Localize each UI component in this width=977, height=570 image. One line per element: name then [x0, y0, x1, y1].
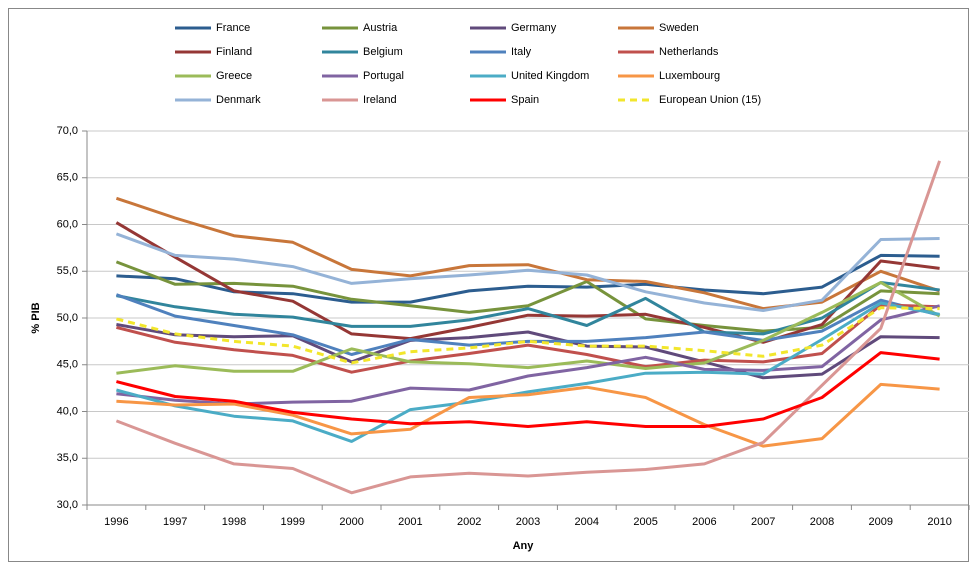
series-line [116, 253, 940, 304]
series-line [115, 232, 940, 312]
y-tick-label: 45,0 [57, 359, 78, 371]
legend-label: France [216, 22, 250, 34]
x-tick-label: 1998 [222, 516, 246, 528]
series-line [116, 323, 940, 380]
series-line [115, 293, 940, 356]
legend-label: Belgium [363, 46, 403, 58]
legend-label: Greece [216, 70, 252, 82]
legend-label: Germany [511, 22, 557, 34]
y-axis-label: % PIB [30, 302, 42, 333]
series-line [116, 281, 941, 375]
legend-label: Ireland [363, 94, 397, 106]
series-line [115, 221, 940, 344]
y-tick-label: 40,0 [57, 405, 78, 417]
y-tick-label: 30,0 [57, 499, 78, 511]
y-tick-label: 70,0 [57, 125, 78, 137]
y-tick-label: 35,0 [57, 452, 78, 464]
x-axis-label: Any [513, 540, 535, 552]
x-tick-label: 2010 [927, 516, 951, 528]
legend-label: European Union (15) [659, 94, 761, 106]
y-tick-label: 50,0 [57, 312, 78, 324]
legend-label: Luxembourg [659, 70, 720, 82]
x-tick-label: 1999 [281, 516, 305, 528]
x-tick-label: 2004 [575, 516, 599, 528]
x-tick-label: 2009 [869, 516, 893, 528]
legend-label: Netherlands [659, 46, 719, 58]
series-line [116, 382, 940, 448]
x-tick-label: 2000 [339, 516, 363, 528]
legend-label: Sweden [659, 22, 699, 34]
legend-label: Denmark [216, 94, 261, 106]
series-line [116, 351, 940, 428]
x-tick-label: 2008 [810, 516, 834, 528]
legend-label: Portugal [363, 70, 404, 82]
y-tick-label: 65,0 [57, 172, 78, 184]
x-tick-label: 2001 [398, 516, 422, 528]
series-line [116, 301, 940, 443]
x-tick-label: 1996 [104, 516, 128, 528]
legend-label: United Kingdom [511, 70, 589, 82]
legend-label: Finland [216, 46, 252, 58]
x-tick-label: 2006 [692, 516, 716, 528]
y-tick-label: 60,0 [57, 218, 78, 230]
x-tick-label: 2003 [516, 516, 540, 528]
legend-label: Spain [511, 94, 539, 106]
legend-label: Austria [363, 22, 398, 34]
series-line [116, 304, 940, 406]
x-tick-label: 2002 [457, 516, 481, 528]
series-line [115, 260, 940, 333]
y-tick-label: 55,0 [57, 265, 78, 277]
legend-label: Italy [511, 46, 532, 58]
x-tick-label: 2005 [633, 516, 657, 528]
x-tick-label: 2007 [751, 516, 775, 528]
x-tick-label: 1997 [163, 516, 187, 528]
series-line [116, 303, 940, 374]
